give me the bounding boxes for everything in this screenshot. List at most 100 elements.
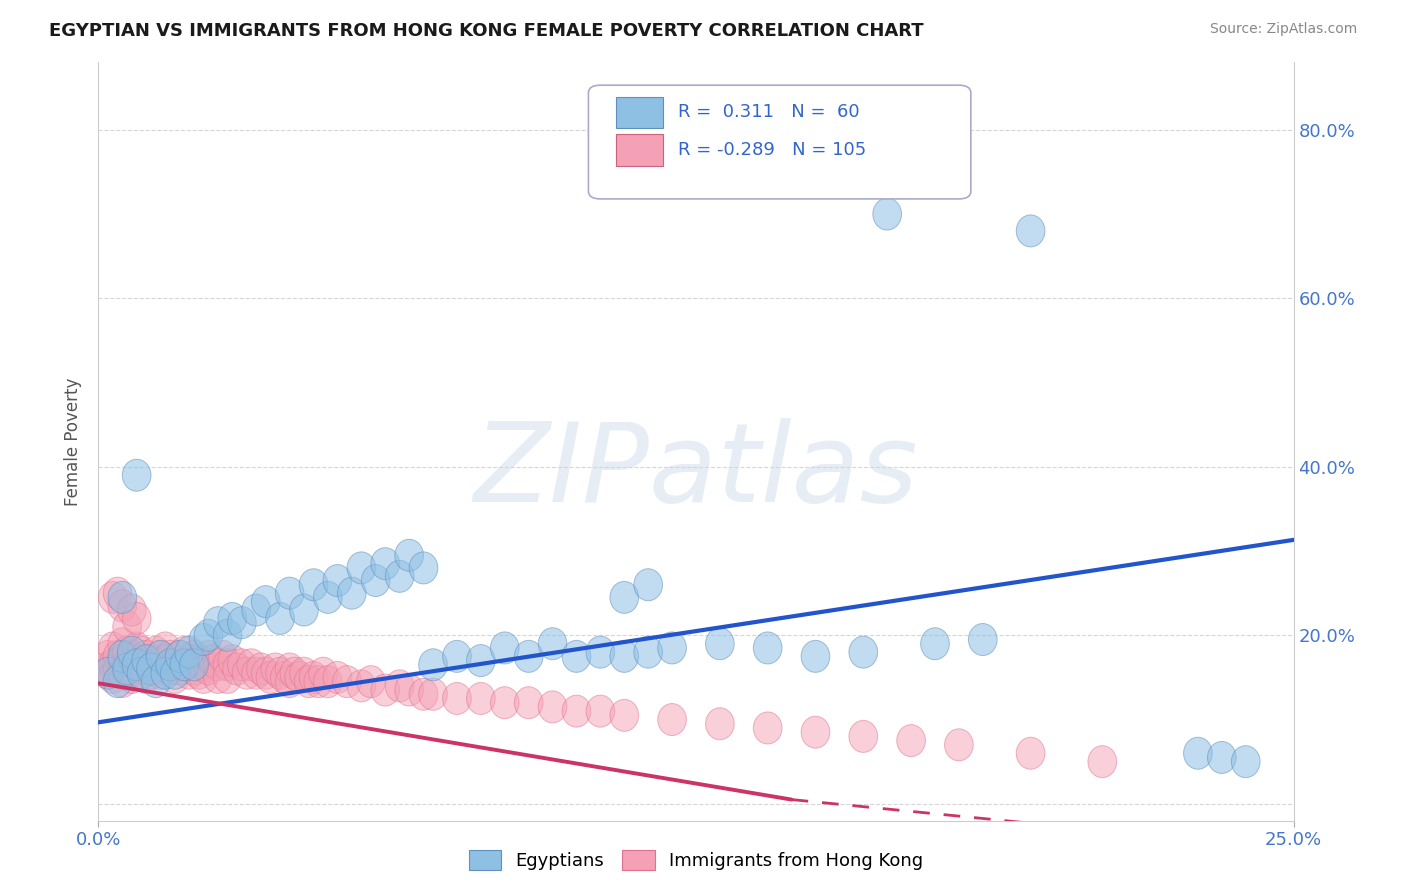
Ellipse shape: [586, 636, 614, 668]
Ellipse shape: [969, 624, 997, 656]
Ellipse shape: [208, 640, 238, 673]
Ellipse shape: [634, 569, 662, 601]
Ellipse shape: [103, 640, 132, 673]
Ellipse shape: [132, 662, 160, 693]
Ellipse shape: [1017, 215, 1045, 247]
Ellipse shape: [103, 653, 132, 685]
Ellipse shape: [118, 594, 146, 626]
Ellipse shape: [146, 657, 174, 690]
Legend: Egyptians, Immigrants from Hong Kong: Egyptians, Immigrants from Hong Kong: [461, 843, 931, 878]
Ellipse shape: [357, 665, 385, 698]
Ellipse shape: [184, 645, 214, 676]
Ellipse shape: [347, 670, 375, 702]
FancyBboxPatch shape: [616, 96, 662, 128]
Ellipse shape: [122, 459, 150, 491]
Ellipse shape: [515, 640, 543, 673]
Ellipse shape: [108, 665, 136, 698]
Ellipse shape: [270, 662, 299, 693]
Ellipse shape: [122, 632, 150, 664]
Ellipse shape: [112, 611, 142, 643]
Ellipse shape: [108, 628, 136, 660]
Ellipse shape: [945, 729, 973, 761]
Ellipse shape: [118, 662, 146, 693]
Ellipse shape: [586, 695, 614, 727]
Ellipse shape: [194, 640, 222, 673]
Ellipse shape: [371, 674, 399, 706]
Ellipse shape: [180, 653, 208, 685]
Ellipse shape: [276, 577, 304, 609]
Ellipse shape: [1232, 746, 1260, 778]
Ellipse shape: [706, 628, 734, 660]
Ellipse shape: [94, 640, 122, 673]
Text: Source: ZipAtlas.com: Source: ZipAtlas.com: [1209, 22, 1357, 37]
Ellipse shape: [142, 648, 170, 681]
Ellipse shape: [562, 640, 591, 673]
Ellipse shape: [314, 665, 342, 698]
Ellipse shape: [127, 636, 156, 668]
Ellipse shape: [180, 648, 208, 681]
Ellipse shape: [174, 645, 204, 676]
Ellipse shape: [242, 594, 270, 626]
Ellipse shape: [160, 648, 190, 681]
Ellipse shape: [395, 674, 423, 706]
Ellipse shape: [634, 636, 662, 668]
Ellipse shape: [337, 577, 366, 609]
Ellipse shape: [266, 657, 294, 690]
Ellipse shape: [94, 657, 122, 690]
Ellipse shape: [276, 653, 304, 685]
Ellipse shape: [419, 648, 447, 681]
Ellipse shape: [515, 687, 543, 719]
Ellipse shape: [314, 582, 342, 614]
Ellipse shape: [246, 653, 276, 685]
Ellipse shape: [108, 590, 136, 622]
Ellipse shape: [112, 653, 142, 685]
Ellipse shape: [166, 640, 194, 673]
Ellipse shape: [150, 657, 180, 690]
Ellipse shape: [218, 645, 246, 676]
Ellipse shape: [122, 648, 150, 681]
Ellipse shape: [1208, 741, 1236, 773]
Ellipse shape: [1184, 737, 1212, 769]
Ellipse shape: [228, 648, 256, 681]
Ellipse shape: [112, 657, 142, 690]
Ellipse shape: [347, 552, 375, 584]
Ellipse shape: [98, 632, 127, 664]
Ellipse shape: [190, 624, 218, 656]
FancyBboxPatch shape: [616, 135, 662, 166]
Ellipse shape: [491, 632, 519, 664]
Ellipse shape: [194, 653, 222, 685]
Ellipse shape: [150, 645, 180, 676]
Ellipse shape: [290, 594, 318, 626]
Ellipse shape: [118, 653, 146, 685]
Ellipse shape: [443, 640, 471, 673]
Ellipse shape: [108, 657, 136, 690]
Ellipse shape: [361, 565, 389, 597]
Ellipse shape: [170, 648, 198, 681]
Ellipse shape: [1088, 746, 1116, 778]
Ellipse shape: [98, 582, 127, 614]
Ellipse shape: [198, 645, 228, 676]
Ellipse shape: [194, 619, 222, 651]
Ellipse shape: [103, 665, 132, 698]
Ellipse shape: [467, 682, 495, 714]
Ellipse shape: [409, 552, 437, 584]
Ellipse shape: [166, 653, 194, 685]
Ellipse shape: [801, 640, 830, 673]
Ellipse shape: [873, 198, 901, 230]
Ellipse shape: [146, 640, 174, 673]
Y-axis label: Female Poverty: Female Poverty: [65, 377, 83, 506]
Ellipse shape: [228, 607, 256, 639]
Ellipse shape: [118, 636, 146, 668]
Ellipse shape: [1017, 737, 1045, 769]
Ellipse shape: [897, 724, 925, 756]
Ellipse shape: [658, 704, 686, 736]
Ellipse shape: [132, 653, 160, 685]
Ellipse shape: [204, 648, 232, 681]
Text: R = -0.289   N = 105: R = -0.289 N = 105: [678, 142, 866, 160]
Ellipse shape: [238, 648, 266, 681]
Ellipse shape: [754, 712, 782, 744]
Ellipse shape: [103, 577, 132, 609]
Ellipse shape: [136, 657, 166, 690]
Ellipse shape: [132, 640, 160, 673]
Ellipse shape: [204, 607, 232, 639]
